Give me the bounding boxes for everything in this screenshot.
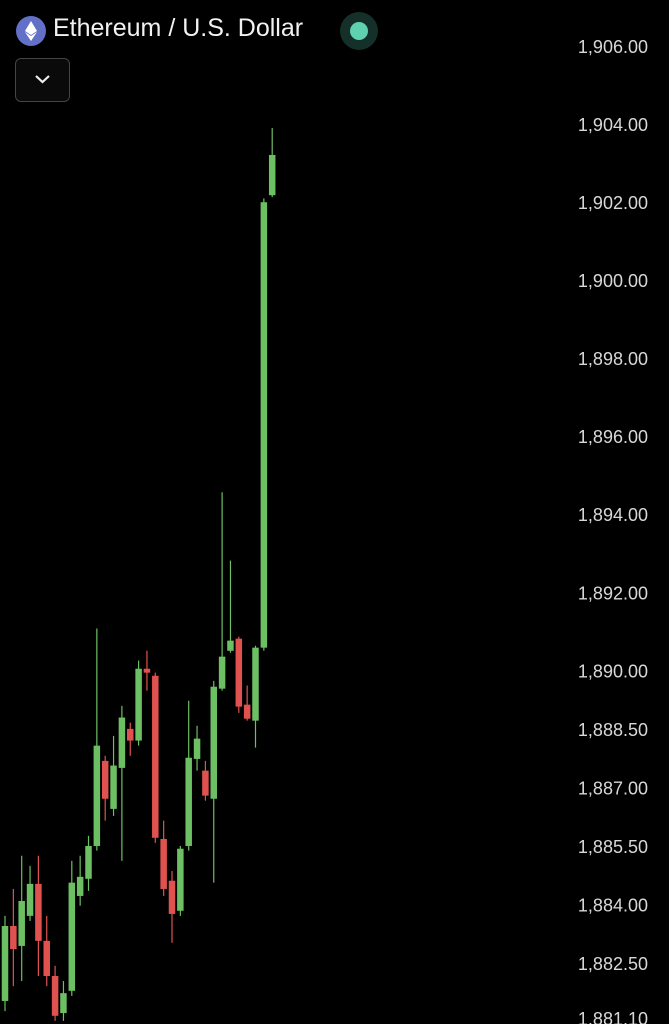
- candle-body: [51, 975, 59, 1016]
- candle-body: [193, 738, 201, 759]
- y-tick-label: 1,888.50: [578, 720, 648, 740]
- candle-body: [268, 154, 276, 196]
- y-tick-label: 1,882.50: [578, 954, 648, 974]
- y-tick-label: 1,892.00: [578, 583, 648, 603]
- y-tick-label: 1,881.10: [578, 1009, 648, 1024]
- candle-body: [210, 686, 217, 799]
- candle-body: [185, 757, 192, 846]
- candle-body: [43, 940, 50, 976]
- candle-body: [152, 675, 159, 838]
- eth-shape: [25, 21, 37, 41]
- candle-body: [260, 202, 268, 648]
- y-tick-label: 1,885.50: [578, 837, 648, 857]
- candle-body: [76, 876, 84, 896]
- candle-body: [26, 883, 34, 916]
- y-tick-label: 1,900.00: [578, 271, 648, 291]
- status-dot: [350, 22, 368, 40]
- candle-body: [227, 640, 234, 651]
- y-tick-label: 1,906.00: [578, 37, 648, 57]
- candle-body: [60, 993, 67, 1014]
- eth-icon: [16, 16, 46, 46]
- y-tick-label: 1,887.00: [578, 779, 648, 799]
- candle-body: [160, 838, 167, 889]
- candle-body: [35, 883, 42, 941]
- eth-glyph: [25, 21, 37, 41]
- y-tick-label: 1,902.00: [578, 193, 648, 213]
- candle-body: [18, 901, 25, 946]
- candle-body: [135, 668, 142, 741]
- chevron-path: [35, 75, 50, 84]
- dropdown-button[interactable]: [15, 58, 70, 102]
- candle-body: [118, 717, 126, 768]
- candle-body: [177, 848, 184, 911]
- candle-body: [243, 704, 251, 719]
- candle-body: [218, 656, 226, 689]
- y-tick-label: 1,890.00: [578, 661, 648, 681]
- candle-body: [202, 770, 209, 796]
- candle-body: [127, 728, 134, 741]
- y-tick-label: 1,884.00: [578, 896, 648, 916]
- candle-body: [143, 668, 151, 673]
- y-tick-label: 1,894.00: [578, 505, 648, 525]
- candle-body: [93, 745, 101, 846]
- candle-body: [10, 926, 17, 950]
- candle-body: [101, 760, 109, 799]
- candle-body: [235, 638, 243, 707]
- candle-body: [110, 765, 117, 809]
- y-tick-label: 1,898.00: [578, 349, 648, 369]
- chart-title: Ethereum / U.S. Dollar: [53, 14, 304, 42]
- candle-body: [68, 882, 76, 991]
- y-tick-label: 1,896.00: [578, 427, 648, 447]
- candle-body: [85, 845, 92, 879]
- candle-body: [252, 647, 259, 721]
- candle-body: [1, 926, 9, 1001]
- chevron: [35, 75, 50, 84]
- candle-body: [168, 880, 176, 914]
- y-tick-label: 1,904.00: [578, 115, 648, 135]
